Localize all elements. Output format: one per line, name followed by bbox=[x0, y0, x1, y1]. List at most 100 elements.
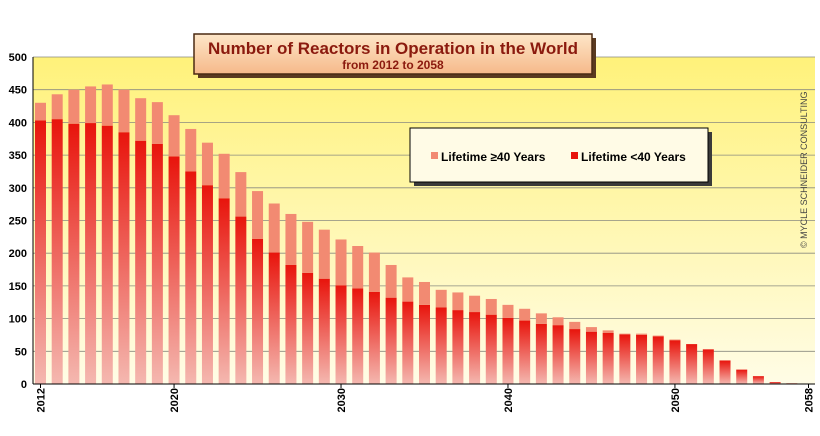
bar-lifetime-over-40 bbox=[252, 191, 264, 239]
bar-lifetime-over-40 bbox=[519, 308, 531, 321]
bar-lifetime-over-40 bbox=[118, 89, 130, 133]
bar-lifetime-under-40 bbox=[719, 360, 731, 384]
legend-swatch-lifetime-under-40 bbox=[571, 152, 578, 159]
legend-swatch-lifetime-over-40 bbox=[431, 152, 438, 159]
bar-lifetime-over-40 bbox=[51, 94, 63, 120]
bar-lifetime-over-40 bbox=[435, 289, 447, 308]
legend-label-lifetime-over-40: Lifetime ≥40 Years bbox=[441, 150, 546, 164]
bar-lifetime-under-40 bbox=[285, 264, 297, 384]
bar-lifetime-over-40 bbox=[168, 115, 180, 157]
bar-lifetime-under-40 bbox=[485, 314, 497, 384]
chart-title: Number of Reactors in Operation in the W… bbox=[208, 39, 578, 58]
x-tick-label: 2020 bbox=[169, 388, 181, 412]
legend-label-lifetime-under-40: Lifetime <40 Years bbox=[581, 150, 686, 164]
bar-lifetime-over-40 bbox=[368, 252, 380, 292]
x-tick-labels: 2012 2020 2030 2040 2050 2058 bbox=[36, 384, 816, 412]
bar-lifetime-over-40 bbox=[218, 153, 230, 199]
chart-subtitle: from 2012 to 2058 bbox=[342, 58, 444, 72]
y-tick-label: 0 bbox=[21, 379, 27, 391]
bar-layer bbox=[35, 84, 798, 385]
bar-lifetime-over-40 bbox=[585, 327, 597, 332]
bar-lifetime-over-40 bbox=[302, 221, 314, 273]
bar-lifetime-under-40 bbox=[502, 317, 514, 384]
bar-lifetime-over-40 bbox=[452, 292, 464, 311]
bar-lifetime-under-40 bbox=[452, 310, 464, 384]
x-tick-label: 2030 bbox=[336, 388, 348, 412]
y-tick-label: 300 bbox=[9, 183, 27, 195]
y-tick-label: 450 bbox=[9, 85, 27, 97]
title-box: Number of Reactors in Operation in the W… bbox=[193, 33, 596, 78]
bar-lifetime-over-40 bbox=[419, 281, 430, 305]
bar-lifetime-over-40 bbox=[85, 86, 97, 124]
bar-lifetime-under-40 bbox=[218, 198, 230, 384]
bar-lifetime-over-40 bbox=[636, 333, 648, 335]
bar-lifetime-under-40 bbox=[268, 252, 280, 384]
bar-lifetime-under-40 bbox=[652, 336, 664, 384]
y-tick-label: 150 bbox=[9, 281, 27, 293]
credit-watermark: © MYCLE SCHNEIDER CONSULTING bbox=[799, 92, 809, 249]
bar-lifetime-under-40 bbox=[118, 132, 130, 384]
bar-lifetime-under-40 bbox=[535, 323, 547, 384]
bar-lifetime-over-40 bbox=[268, 203, 280, 253]
bar-lifetime-over-40 bbox=[602, 330, 614, 333]
y-tick-label: 100 bbox=[9, 314, 27, 326]
bar-lifetime-over-40 bbox=[552, 317, 564, 326]
bar-lifetime-over-40 bbox=[569, 321, 581, 330]
x-tick-label: 2050 bbox=[670, 388, 682, 412]
bar-lifetime-over-40 bbox=[335, 239, 347, 286]
bar-lifetime-under-40 bbox=[669, 340, 681, 384]
y-tick-label: 50 bbox=[15, 346, 27, 358]
bar-lifetime-over-40 bbox=[135, 98, 147, 141]
bar-lifetime-under-40 bbox=[402, 301, 414, 384]
bar-lifetime-over-40 bbox=[235, 172, 247, 217]
y-tick-label: 350 bbox=[9, 150, 27, 162]
legend: Lifetime ≥40 Years Lifetime <40 Years bbox=[409, 127, 712, 186]
bar-lifetime-over-40 bbox=[185, 128, 197, 172]
bar-lifetime-over-40 bbox=[619, 333, 631, 335]
bar-lifetime-over-40 bbox=[502, 304, 514, 318]
bar-lifetime-over-40 bbox=[201, 142, 213, 186]
y-tick-label: 250 bbox=[9, 216, 27, 228]
bar-lifetime-under-40 bbox=[318, 278, 330, 384]
bar-lifetime-under-40 bbox=[552, 325, 564, 384]
bar-lifetime-over-40 bbox=[469, 295, 481, 313]
bar-lifetime-under-40 bbox=[702, 349, 714, 384]
bar-lifetime-under-40 bbox=[636, 334, 648, 384]
bar-lifetime-over-40 bbox=[385, 264, 397, 298]
bar-lifetime-under-40 bbox=[151, 143, 163, 384]
bar-lifetime-under-40 bbox=[385, 297, 397, 384]
bar-lifetime-under-40 bbox=[51, 119, 63, 384]
bar-lifetime-under-40 bbox=[752, 376, 764, 384]
bar-lifetime-under-40 bbox=[368, 291, 380, 384]
y-tick-label: 200 bbox=[9, 248, 27, 260]
bar-lifetime-under-40 bbox=[435, 307, 447, 384]
bar-lifetime-over-40 bbox=[652, 335, 664, 337]
bar-lifetime-under-40 bbox=[168, 156, 180, 384]
bar-lifetime-over-40 bbox=[35, 102, 46, 121]
bar-lifetime-under-40 bbox=[101, 125, 113, 385]
bar-lifetime-over-40 bbox=[151, 102, 163, 144]
bar-lifetime-under-40 bbox=[469, 312, 481, 384]
y-tick-labels: 0 50 100 150 200 250 300 350 400 450 500 bbox=[9, 52, 27, 391]
bar-lifetime-under-40 bbox=[201, 185, 213, 384]
bar-lifetime-under-40 bbox=[352, 288, 364, 384]
bar-lifetime-under-40 bbox=[519, 320, 531, 384]
x-tick-label: 2058 bbox=[804, 388, 816, 412]
bar-lifetime-under-40 bbox=[185, 171, 197, 384]
bar-lifetime-under-40 bbox=[419, 304, 430, 384]
bar-lifetime-under-40 bbox=[302, 272, 314, 384]
y-tick-label: 500 bbox=[9, 52, 27, 64]
bar-lifetime-over-40 bbox=[101, 84, 113, 126]
bar-lifetime-under-40 bbox=[135, 140, 147, 384]
bar-lifetime-over-40 bbox=[669, 339, 681, 341]
bar-lifetime-under-40 bbox=[602, 332, 614, 384]
bar-lifetime-over-40 bbox=[535, 313, 547, 324]
bar-lifetime-over-40 bbox=[68, 89, 80, 124]
bar-lifetime-under-40 bbox=[252, 238, 264, 384]
bar-lifetime-over-40 bbox=[485, 298, 497, 315]
bar-lifetime-under-40 bbox=[235, 216, 247, 384]
bar-lifetime-under-40 bbox=[335, 285, 347, 384]
bar-lifetime-under-40 bbox=[85, 123, 97, 384]
bar-lifetime-over-40 bbox=[402, 277, 414, 302]
